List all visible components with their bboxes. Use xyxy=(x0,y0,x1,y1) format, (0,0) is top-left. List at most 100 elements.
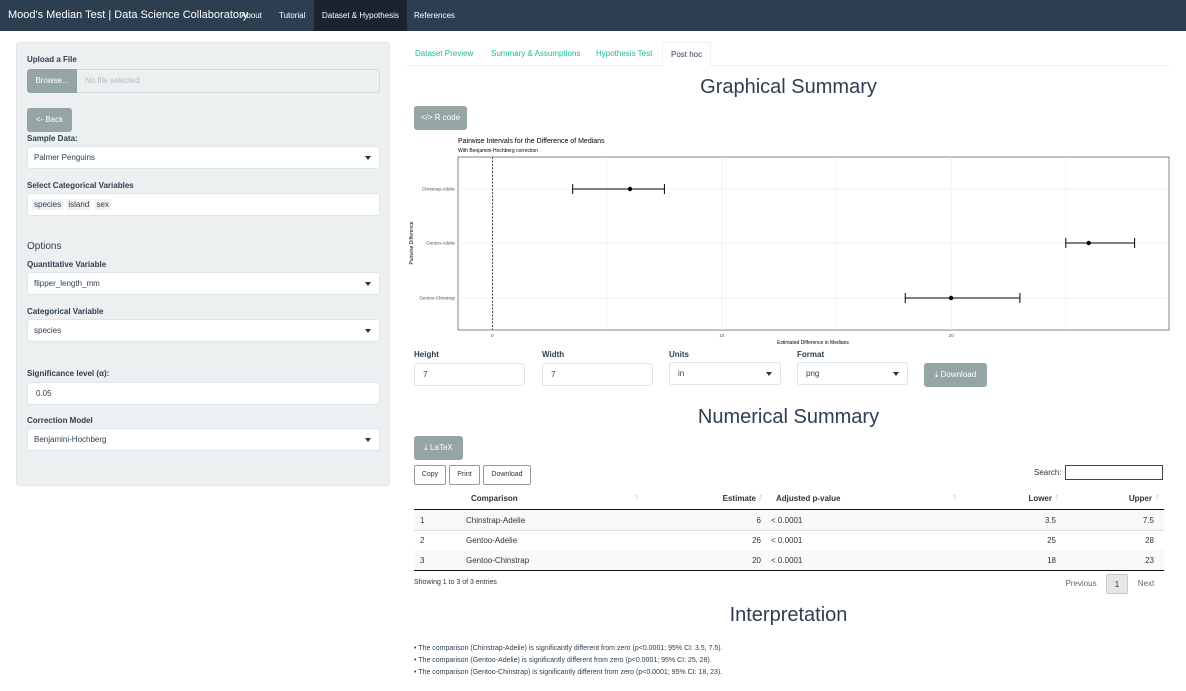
chevron-down-icon xyxy=(766,372,772,376)
table-header-row: Comparison ⇕ Estimate ⇕ Adjusted p-value… xyxy=(414,488,1164,510)
pagination-previous[interactable]: Previous xyxy=(1065,579,1097,588)
correction-value: Benjamini-Hochberg xyxy=(34,435,107,444)
quant-var-select[interactable]: flipper_length_mm xyxy=(27,272,380,295)
sort-icon[interactable]: ⇕ xyxy=(1054,495,1060,501)
row-index: 1 xyxy=(420,516,425,525)
sort-icon[interactable]: ⇕ xyxy=(634,495,640,501)
cell-upper: 7.5 xyxy=(1142,516,1154,525)
sort-icon[interactable]: ⇕ xyxy=(758,495,764,501)
sample-data-value: Palmer Penguins xyxy=(34,153,95,162)
download-plot-button[interactable]: ⤓ Download xyxy=(924,363,987,387)
cell-p-value: < 0.0001 xyxy=(771,556,803,565)
cat-var-select[interactable]: species xyxy=(27,319,380,342)
pagination-page-1[interactable]: 1 xyxy=(1106,574,1128,594)
x-tick-label: 0 xyxy=(491,333,494,338)
cell-comparison: Gentoo-Chinstrap xyxy=(466,556,530,565)
cell-lower: 3.5 xyxy=(1044,516,1056,525)
cat-var-label: Categorical Variable xyxy=(27,307,104,316)
x-axis-label: Estimated Difference in Medians xyxy=(777,340,849,346)
alpha-label: Significance level (α): xyxy=(27,369,110,378)
graphical-summary-title: Graphical Summary xyxy=(700,76,877,98)
col-adjusted-p[interactable]: Adjusted p-value xyxy=(776,494,841,503)
y-tick-label: Gentoo-Adelie xyxy=(426,241,455,246)
table-info: Showing 1 to 3 of 3 entries xyxy=(414,579,497,586)
row-index: 2 xyxy=(420,536,425,545)
units-label: Units xyxy=(669,350,689,359)
cat-var-value: species xyxy=(34,326,62,335)
cell-lower: 25 xyxy=(1047,536,1056,545)
upload-label: Upload a File xyxy=(27,55,77,64)
table-row[interactable]: 1 Chinstrap-Adelie 6 < 0.0001 3.5 7.5 xyxy=(414,510,1164,531)
cell-upper: 23 xyxy=(1145,556,1154,565)
tab-post-hoc[interactable]: Post hoc xyxy=(662,42,712,66)
r-code-button[interactable]: </> R code xyxy=(414,106,467,130)
tab-summary-assumptions[interactable]: Summary & Assumptions xyxy=(491,49,581,58)
y-axis-label: Pairwise Difference xyxy=(409,221,415,264)
table-row[interactable]: 2 Gentoo-Adelie 26 < 0.0001 25 28 xyxy=(414,530,1164,551)
plot-title: Pairwise Intervals for the Difference of… xyxy=(458,138,605,145)
download-icon: ⤓ xyxy=(424,443,428,452)
nav-tutorial[interactable]: Tutorial xyxy=(279,11,306,20)
chevron-down-icon xyxy=(365,282,371,286)
navbar: Mood's Median Test | Data Science Collab… xyxy=(0,0,1186,31)
nav-dataset-hypothesis[interactable]: Dataset & Hypothesis xyxy=(314,0,407,31)
back-button[interactable]: <- Back xyxy=(27,108,72,132)
sample-data-select[interactable]: Palmer Penguins xyxy=(27,146,380,169)
height-label: Height xyxy=(414,350,439,359)
browse-button[interactable]: Browse... xyxy=(27,69,77,93)
x-tick-label: 10 xyxy=(719,333,725,338)
col-lower[interactable]: Lower xyxy=(1028,494,1052,503)
nav-about[interactable]: About xyxy=(241,11,262,20)
format-value: png xyxy=(806,369,820,378)
col-upper[interactable]: Upper xyxy=(1128,494,1152,503)
latex-label: LaTeX xyxy=(430,443,453,452)
table-row[interactable]: 3 Gentoo-Chinstrap 20 < 0.0001 18 23 xyxy=(414,550,1164,571)
tab-hypothesis-test[interactable]: Hypothesis Test xyxy=(596,49,653,58)
estimate-point xyxy=(1086,240,1091,246)
chip-sex[interactable]: sex xyxy=(94,199,111,210)
categorical-vars-input[interactable]: species island sex xyxy=(27,193,380,216)
correction-select[interactable]: Benjamini-Hochberg xyxy=(27,428,380,451)
tab-bar: Dataset Preview Summary & Assumptions Hy… xyxy=(407,42,1170,66)
cell-p-value: < 0.0001 xyxy=(771,536,803,545)
latex-button[interactable]: ⤓ LaTeX xyxy=(414,436,463,460)
download-table-button[interactable]: Download xyxy=(483,465,531,485)
y-tick-label: Chinstrap-Adelie xyxy=(422,187,456,192)
plot-svg: Pairwise Intervals for the Difference of… xyxy=(409,138,1170,346)
cell-comparison: Gentoo-Adelie xyxy=(466,536,518,545)
estimate-point xyxy=(948,295,954,301)
cell-comparison: Chinstrap-Adelie xyxy=(466,516,526,525)
tab-dataset-preview[interactable]: Dataset Preview xyxy=(415,49,474,58)
sort-icon[interactable]: ⇕ xyxy=(952,495,958,501)
x-tick-label: 20 xyxy=(949,333,955,338)
chip-island[interactable]: island xyxy=(66,199,92,210)
width-label: Width xyxy=(542,350,565,359)
cell-estimate: 26 xyxy=(752,536,761,545)
cell-estimate: 6 xyxy=(756,516,761,525)
file-name-field[interactable]: No file selected xyxy=(77,69,380,93)
print-button[interactable]: Print xyxy=(449,465,480,485)
sort-icon[interactable]: ⇕ xyxy=(1155,495,1161,501)
pagination-next[interactable]: Next xyxy=(1137,579,1155,588)
col-estimate[interactable]: Estimate xyxy=(722,494,756,503)
format-select[interactable]: png xyxy=(797,362,908,385)
nav-references[interactable]: References xyxy=(414,11,455,20)
download-plot-label: Download xyxy=(940,370,977,379)
quant-var-label: Quantitative Variable xyxy=(27,260,107,269)
chip-species[interactable]: species xyxy=(32,199,64,210)
width-input[interactable]: 7 xyxy=(542,363,653,386)
tick-layer: Chinstrap-Adelie Gentoo-Adelie Gentoo-Chin… xyxy=(419,187,954,339)
search-input[interactable] xyxy=(1065,465,1163,480)
copy-button[interactable]: Copy xyxy=(414,465,446,485)
units-select[interactable]: in xyxy=(669,362,781,385)
alpha-input[interactable]: 0.05 xyxy=(27,382,380,405)
col-comparison[interactable]: Comparison xyxy=(471,494,518,503)
height-input[interactable]: 7 xyxy=(414,363,525,386)
cell-lower: 18 xyxy=(1047,556,1056,565)
interpretation-line: • The comparison (Gentoo-Adelie) is sign… xyxy=(414,657,712,664)
units-value: in xyxy=(678,369,685,378)
y-tick-label: Gentoo-Chinstrap xyxy=(419,296,455,301)
cell-p-value: < 0.0001 xyxy=(771,516,803,525)
quant-var-value: flipper_length_mm xyxy=(34,279,100,288)
chevron-down-icon xyxy=(365,438,371,442)
